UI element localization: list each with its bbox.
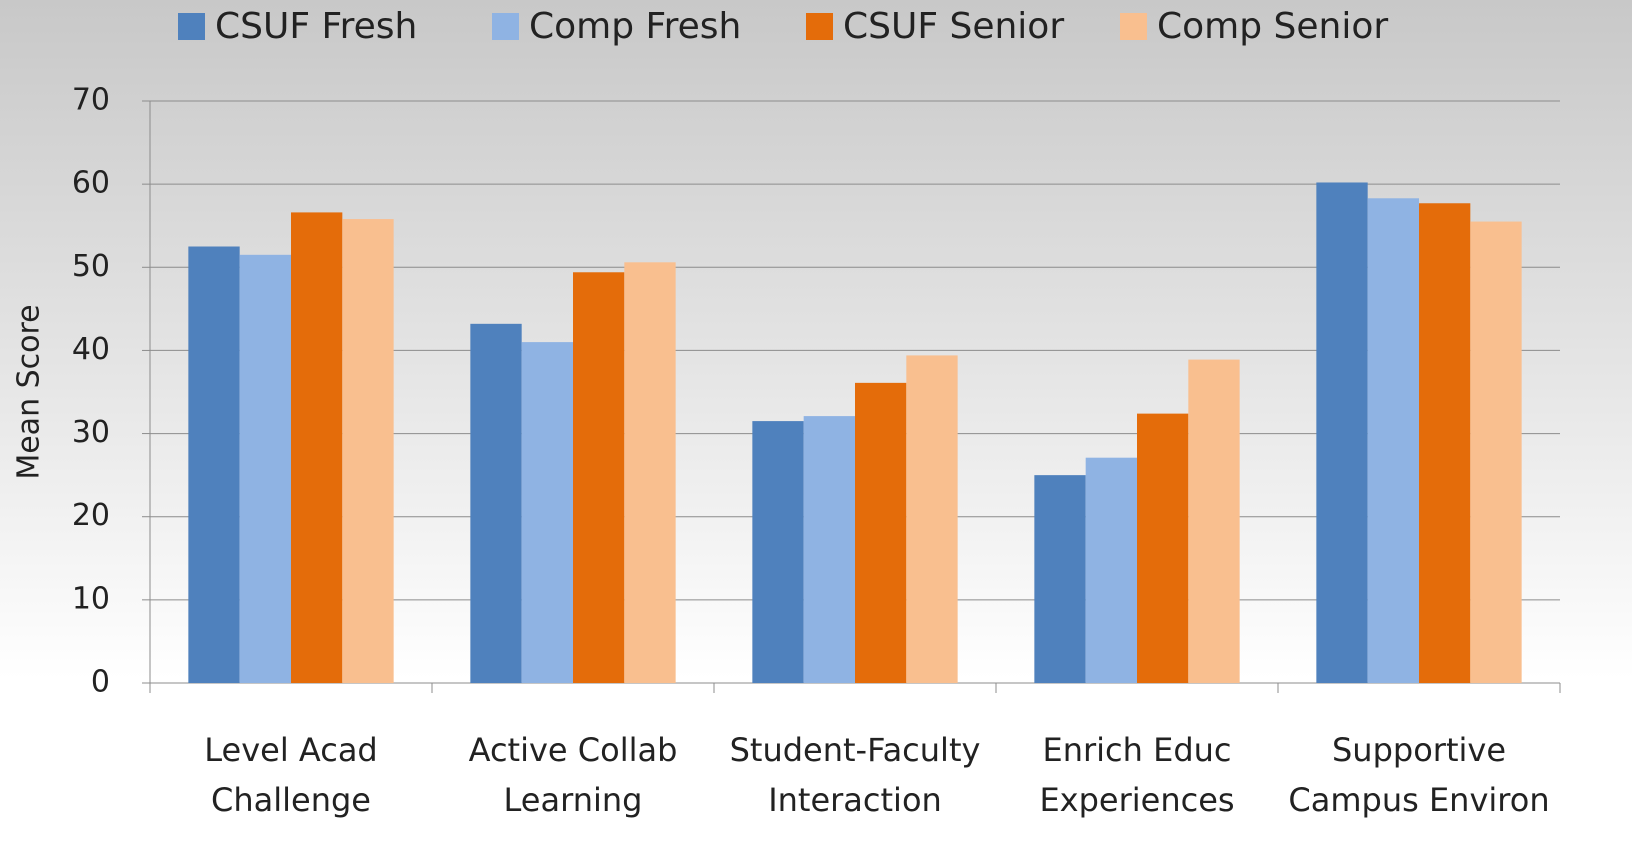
legend-swatch — [178, 13, 205, 40]
bar — [1137, 413, 1189, 683]
bar — [342, 219, 394, 683]
bar — [239, 254, 291, 684]
y-tick-label: 20 — [72, 498, 110, 533]
y-tick-label: 50 — [72, 249, 110, 284]
bar — [470, 323, 522, 683]
x-tick-label: Active Collab Learning — [468, 731, 678, 819]
x-tick-label: Level Acad Challenge — [204, 731, 378, 819]
x-tick-label: Enrich Educ Experiences — [1039, 731, 1235, 819]
x-tick-label: Supportive Campus Environ — [1288, 731, 1550, 819]
x-tick-label: Student-Faculty Interaction — [729, 731, 981, 819]
bar — [1367, 198, 1419, 683]
bar — [752, 421, 804, 683]
bar — [1085, 457, 1137, 683]
y-tick-label: 70 — [72, 83, 110, 118]
legend-label: Comp Fresh — [529, 6, 741, 47]
y-axis-label: Mean Score — [12, 304, 47, 479]
legend-label: CSUF Senior — [843, 6, 1064, 47]
y-tick-label: 0 — [91, 665, 110, 700]
bar — [855, 382, 907, 683]
legend-swatch — [806, 13, 833, 40]
legend-label: CSUF Fresh — [215, 6, 417, 47]
y-tick-label: 30 — [72, 415, 110, 450]
bar — [1316, 182, 1368, 684]
bar — [803, 416, 855, 683]
y-tick-label: 10 — [72, 581, 110, 616]
bar — [521, 342, 573, 683]
bar — [1470, 221, 1522, 684]
bar — [906, 355, 958, 683]
bar — [291, 212, 343, 683]
legend-swatch — [492, 13, 519, 40]
bar — [188, 246, 240, 683]
bar — [624, 262, 676, 683]
legend-swatch — [1120, 13, 1147, 40]
bar — [1419, 203, 1471, 683]
y-tick-label: 40 — [72, 332, 110, 367]
bar — [1188, 359, 1240, 683]
legend-label: Comp Senior — [1157, 6, 1388, 47]
y-tick-label: 60 — [72, 166, 110, 201]
bar — [573, 272, 625, 683]
bar — [1034, 475, 1086, 683]
